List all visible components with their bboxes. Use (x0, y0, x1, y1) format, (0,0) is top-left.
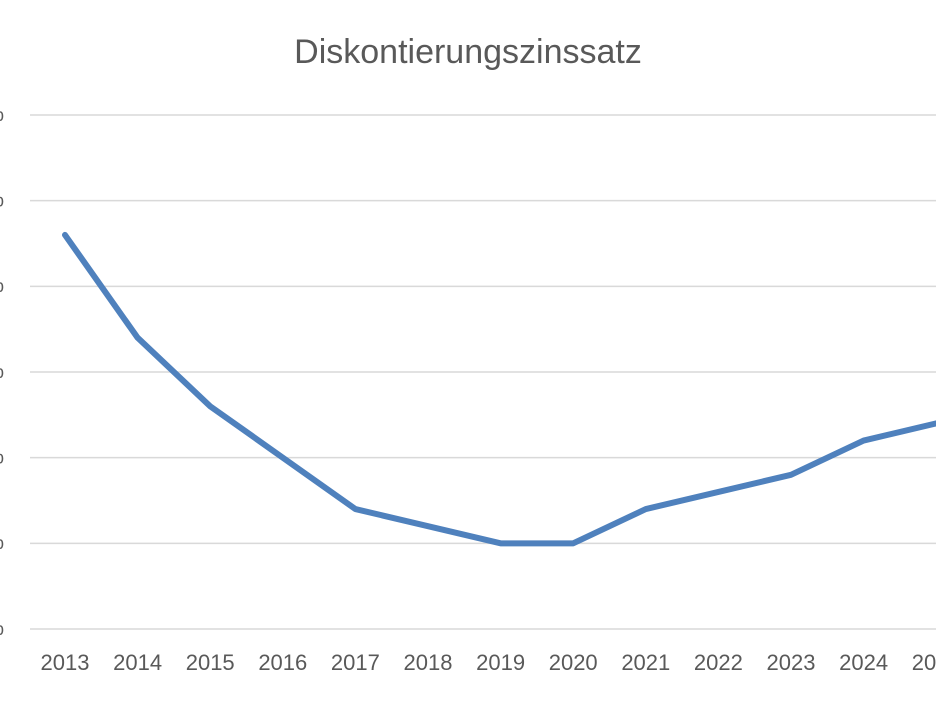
x-tick-label: 2016 (258, 650, 307, 675)
x-tick-label: 2024 (839, 650, 888, 675)
y-tick-label: 5% (0, 186, 4, 211)
y-tick-label: 6% (0, 101, 4, 126)
x-tick-label: 2025 (912, 650, 936, 675)
y-tick-label: 3% (0, 358, 4, 383)
x-tick-label: 2013 (41, 650, 90, 675)
y-tick-label: 4% (0, 272, 4, 297)
chart-title: Diskontierungszinssatz (294, 33, 642, 71)
x-tick-label: 2023 (767, 650, 816, 675)
x-tick-label: 2020 (549, 650, 598, 675)
data-line (62, 231, 936, 547)
x-tick-label: 2021 (621, 650, 670, 675)
x-tick-label: 2018 (404, 650, 453, 675)
x-tick-label: 2017 (331, 650, 380, 675)
x-tick-label: 2019 (476, 650, 525, 675)
y-tick-label: 1% (0, 529, 4, 554)
x-tick-label: 2014 (113, 650, 162, 675)
y-tick-label: 2% (0, 443, 4, 468)
x-tick-label: 2022 (694, 650, 743, 675)
x-tick-label: 2015 (186, 650, 235, 675)
y-tick-label: 0% (0, 615, 4, 640)
